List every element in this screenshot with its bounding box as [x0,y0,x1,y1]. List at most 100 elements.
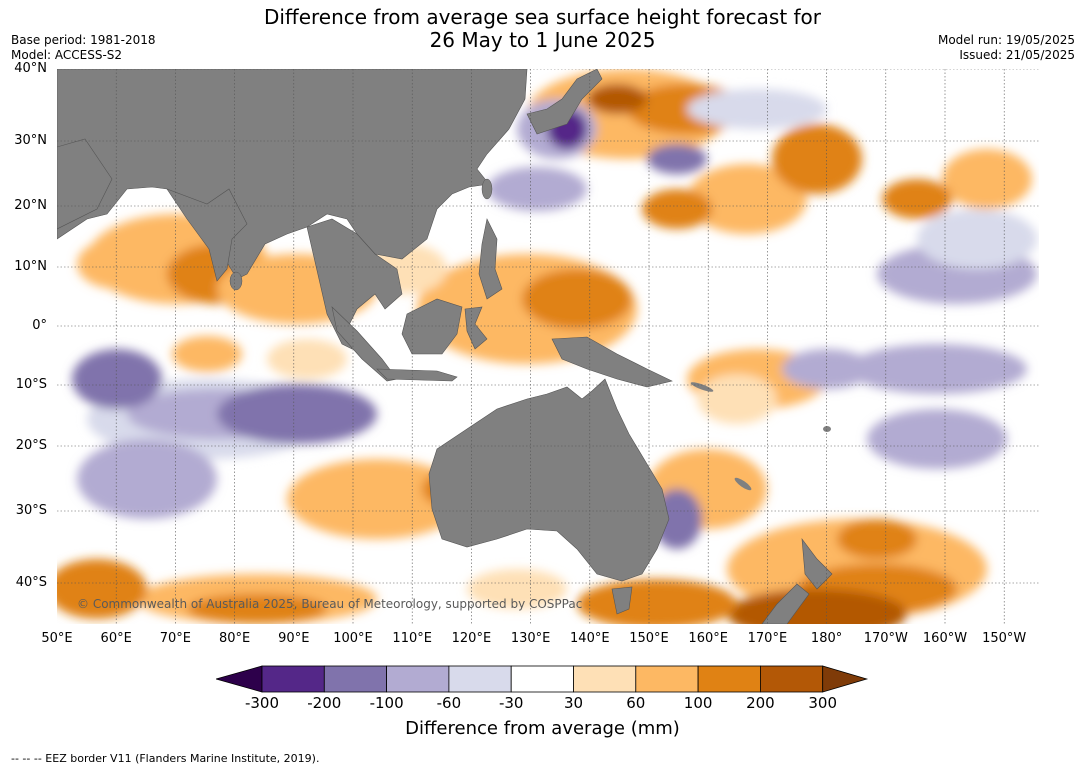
latitude-label: 20°N [14,198,47,213]
fiji [823,426,831,432]
colorbar-tick-label: 60 [626,694,646,712]
new-zealand-north [801,537,833,590]
anomaly-region [467,569,567,609]
longitude-label: 160°E [688,631,728,646]
colorbar-tick-label: 30 [563,694,584,712]
title-line-1: Difference from average sea surface heig… [263,5,822,29]
borneo-landmass [401,298,463,355]
colorbar-cell [635,665,699,693]
model-name: Model: ACCESS-S2 [11,48,123,62]
anomaly-region [847,344,1027,394]
longitude-label: 100°E [333,631,373,646]
title-line-2: 26 May to 1 June 2025 [429,28,656,52]
sumatra-landmass [331,306,398,382]
australia-landmass [428,378,670,582]
anomaly-region [687,89,827,129]
new-guinea-landmass [551,336,673,388]
sea-height-map [57,69,1039,624]
colorbar-tick-label: -100 [369,694,404,712]
colorbar-cell [386,665,450,693]
arabia-landmass [57,138,113,230]
sri-lanka [229,271,243,291]
colorbar-extend-high [822,665,869,693]
anomaly-region [697,374,777,424]
latitude-label: 10°N [14,259,47,274]
anomaly-region [77,439,217,519]
tasmania [611,586,633,615]
map-panel: © Commonwealth of Australia 2025, Bureau… [57,69,1039,624]
longitude-label: 70°E [159,631,192,646]
colorbar-tick-label: 200 [746,694,775,712]
longitude-label: 140°E [570,631,610,646]
longitude-label: 160°W [922,631,968,646]
india-landmass [166,188,248,282]
anomaly-region [867,409,1007,469]
anomaly-region [77,239,157,289]
philippines-landmass [478,218,503,300]
anomaly-region [837,519,917,559]
colorbar-cell [573,665,637,693]
longitude-label: 110°E [392,631,432,646]
issued-date: Issued: 21/05/2025 [959,48,1075,62]
eez-footnote: -- -- -- EEZ border V11 (Flanders Marine… [11,752,320,765]
colorbar-tick-label: 300 [808,694,838,712]
anomaly-region [772,124,862,194]
latitude-label: 40°N [14,61,47,76]
longitude-label: 50°E [41,631,73,646]
land-masses [57,69,833,624]
taiwan [481,178,493,200]
anomaly-region [647,144,707,174]
colorbar-tick-label: -60 [436,694,462,712]
anomaly-region [487,167,587,211]
colorbar-cell [323,665,388,693]
anomaly-region [782,349,872,389]
anomaly-region [267,339,347,379]
copyright-notice: © Commonwealth of Australia 2025, Bureau… [77,597,583,611]
longitude-label: 60°E [100,631,132,646]
longitude-label: 180° [810,631,843,646]
latitude-label: 20°S [15,438,47,453]
solomon-islands [690,382,714,392]
longitude-label: 150°W [982,631,1027,646]
longitude-label: 120°E [451,631,492,646]
colorbar-extend-low [216,665,263,693]
colorbar-cell [448,665,512,693]
japan-landmass [526,69,603,135]
colorbar-tick-label: -200 [307,694,342,712]
colorbar-cell [510,665,574,693]
longitude-label: 150°E [629,631,669,646]
indochina-landmass [306,218,403,350]
latitude-label: 30°N [14,133,47,148]
longitude-label: 80°E [218,631,251,646]
colorbar-cell [261,665,325,693]
colorbar-cell [760,665,824,693]
colorbar-title: Difference from average (mm) [405,718,680,739]
model-run: Model run: 19/05/2025 [937,33,1075,47]
longitude-label: 130°E [510,631,551,646]
graticule [57,69,1039,624]
anomaly-region [642,189,712,229]
colorbar-cells [216,665,869,693]
anomaly-region [287,459,467,539]
longitude-label: 170°E [747,631,788,646]
latitude-label: 30°S [15,503,47,518]
colorbar-cell [697,665,761,693]
anomaly-region [917,209,1037,269]
anomaly-region [587,84,647,114]
anomaly-region [172,336,242,372]
colorbar-tick-label: -30 [498,694,524,712]
colorbar [216,665,869,693]
colorbar-tick-label: 100 [683,694,713,712]
longitude-label: 170°W [863,631,908,646]
anomaly-region [522,269,632,329]
new-caledonia [734,477,752,491]
meta-left: Base period: 1981-2018 Model: ACCESS-S2 [11,33,156,63]
latitude-label: 0° [32,318,47,333]
latitude-label: 40°S [15,575,47,590]
anomaly-region [217,384,377,444]
colorbar-tick-label: -300 [244,694,280,712]
anomaly-region [942,149,1032,209]
base-period: Base period: 1981-2018 [11,33,156,47]
anomaly-region [187,594,327,624]
anomaly-region [57,559,147,619]
